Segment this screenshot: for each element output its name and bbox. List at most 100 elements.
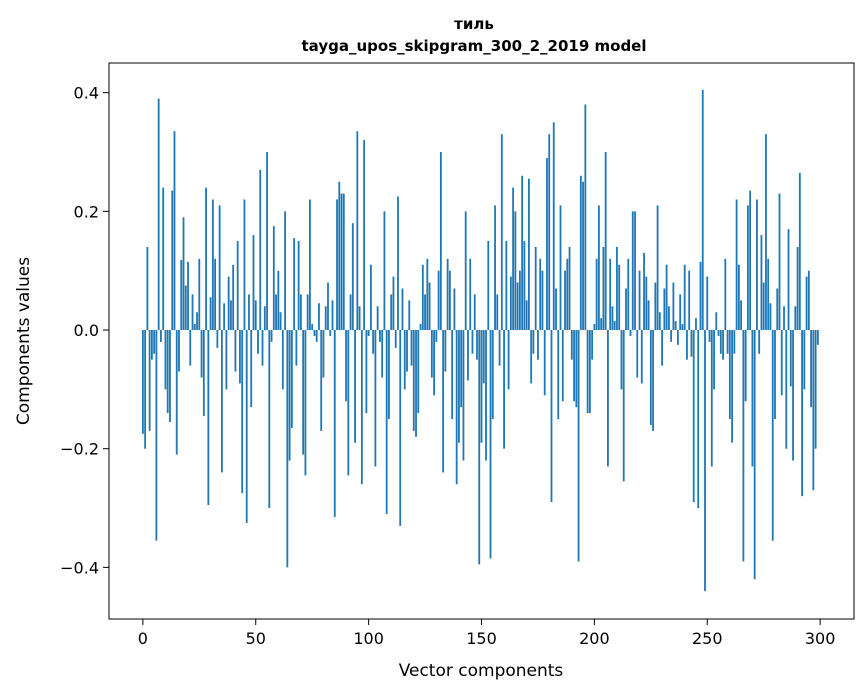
bar-146 bbox=[471, 330, 474, 354]
bar-164 bbox=[512, 187, 515, 331]
x-tick-label-150: 150 bbox=[466, 629, 497, 648]
bar-257 bbox=[722, 330, 724, 360]
x-tick-label-100: 100 bbox=[353, 629, 384, 648]
y-tick-label-0: −0.4 bbox=[60, 558, 99, 577]
bar-115 bbox=[401, 288, 404, 331]
bar-17 bbox=[180, 260, 183, 331]
bar-135 bbox=[446, 258, 449, 331]
bar-8 bbox=[160, 330, 162, 342]
bar-216 bbox=[629, 330, 632, 336]
bar-59 bbox=[275, 294, 277, 331]
bar-101 bbox=[369, 264, 372, 331]
bar-240 bbox=[683, 264, 686, 331]
bar-46 bbox=[245, 330, 248, 523]
y-tick-label-4: 0.4 bbox=[74, 84, 99, 103]
bar-203 bbox=[600, 318, 603, 331]
bar-22 bbox=[191, 294, 194, 331]
bar-161 bbox=[505, 241, 508, 331]
bar-50 bbox=[254, 300, 257, 331]
bar-29 bbox=[207, 330, 210, 506]
bar-69 bbox=[297, 241, 300, 331]
bar-31 bbox=[211, 199, 214, 331]
bar-73 bbox=[306, 294, 309, 331]
bar-226 bbox=[652, 330, 654, 431]
bar-182 bbox=[552, 122, 555, 331]
bar-102 bbox=[372, 330, 375, 354]
bar-197 bbox=[586, 330, 589, 414]
bar-111 bbox=[392, 276, 395, 331]
bar-174 bbox=[534, 246, 537, 331]
bar-177 bbox=[541, 270, 544, 331]
bar-281 bbox=[776, 288, 779, 331]
bar-278 bbox=[769, 303, 772, 331]
bar-87 bbox=[338, 181, 341, 331]
bar-130 bbox=[435, 330, 438, 342]
bar-144 bbox=[467, 330, 469, 381]
bar-242 bbox=[688, 270, 691, 331]
bar-34 bbox=[218, 205, 221, 331]
bar-125 bbox=[424, 294, 426, 331]
bar-65 bbox=[288, 330, 291, 461]
bar-119 bbox=[410, 330, 413, 366]
bar-43 bbox=[239, 330, 241, 384]
bar-219 bbox=[636, 330, 639, 378]
bar-32 bbox=[214, 258, 217, 331]
bar-291 bbox=[798, 172, 801, 331]
bar-4 bbox=[150, 330, 153, 360]
bar-14 bbox=[173, 131, 176, 331]
y-axis-label: Components values bbox=[14, 257, 34, 425]
bar-172 bbox=[530, 330, 533, 384]
bar-222 bbox=[643, 252, 645, 331]
bar-293 bbox=[803, 330, 806, 390]
bar-92 bbox=[349, 294, 352, 331]
bar-214 bbox=[625, 288, 627, 331]
bar-159 bbox=[500, 134, 503, 331]
bar-40 bbox=[232, 264, 235, 331]
x-tick-label-300: 300 bbox=[805, 629, 836, 648]
bar-23 bbox=[193, 324, 196, 331]
bar-188 bbox=[566, 258, 569, 331]
bar-267 bbox=[744, 330, 747, 402]
bar-275 bbox=[762, 282, 765, 331]
bar-280 bbox=[774, 330, 776, 420]
bar-9 bbox=[162, 187, 165, 331]
y-axis: −0.4 −0.2 0.0 0.2 0.4 bbox=[60, 84, 109, 577]
bar-207 bbox=[609, 258, 612, 331]
bar-108 bbox=[385, 330, 388, 514]
bar-104 bbox=[376, 306, 379, 331]
bar-170 bbox=[525, 300, 528, 331]
bar-235 bbox=[672, 282, 675, 331]
bar-238 bbox=[679, 294, 682, 331]
bar-196 bbox=[584, 104, 587, 331]
bar-250 bbox=[706, 276, 709, 331]
bar-167 bbox=[518, 270, 521, 331]
bar-286 bbox=[787, 229, 790, 331]
bar-244 bbox=[692, 330, 695, 503]
bar-288 bbox=[792, 330, 794, 461]
bar-198 bbox=[588, 330, 591, 414]
bar-39 bbox=[230, 300, 232, 331]
bar-199 bbox=[591, 330, 594, 360]
bar-137 bbox=[451, 330, 454, 420]
bar-209 bbox=[613, 321, 616, 331]
bar-187 bbox=[564, 270, 566, 331]
bar-62 bbox=[281, 330, 284, 390]
bar-61 bbox=[279, 312, 282, 331]
bar-190 bbox=[570, 330, 573, 360]
bar-5 bbox=[153, 330, 156, 354]
bar-57 bbox=[270, 330, 273, 342]
bar-68 bbox=[295, 330, 298, 366]
bar-145 bbox=[469, 258, 472, 331]
bar-179 bbox=[546, 157, 548, 331]
bar-163 bbox=[509, 276, 512, 331]
bar-116 bbox=[403, 330, 406, 390]
bar-117 bbox=[406, 330, 408, 372]
bar-228 bbox=[656, 205, 659, 331]
bar-149 bbox=[478, 330, 481, 565]
bar-206 bbox=[607, 330, 609, 467]
bar-142 bbox=[462, 330, 465, 461]
bar-249 bbox=[704, 330, 706, 592]
y-tick-label-1: −0.2 bbox=[60, 440, 99, 459]
bar-279 bbox=[771, 330, 774, 541]
bar-19 bbox=[184, 285, 187, 331]
